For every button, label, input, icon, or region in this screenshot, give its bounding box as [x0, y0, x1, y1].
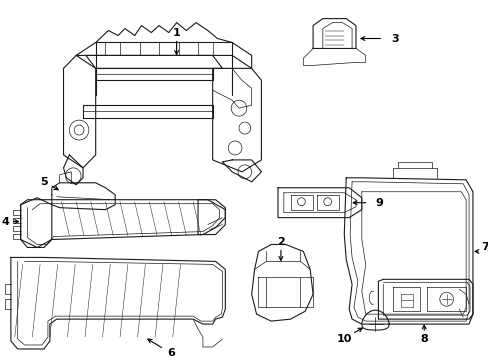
Text: 2: 2: [277, 237, 284, 247]
Text: 8: 8: [420, 334, 427, 344]
Text: 5: 5: [40, 177, 48, 187]
Text: 9: 9: [375, 198, 383, 208]
Text: 7: 7: [480, 243, 488, 252]
Text: 3: 3: [390, 33, 398, 44]
Text: 1: 1: [172, 27, 180, 37]
Text: 4: 4: [1, 217, 9, 226]
Text: 6: 6: [166, 348, 174, 358]
Text: 10: 10: [336, 334, 351, 344]
